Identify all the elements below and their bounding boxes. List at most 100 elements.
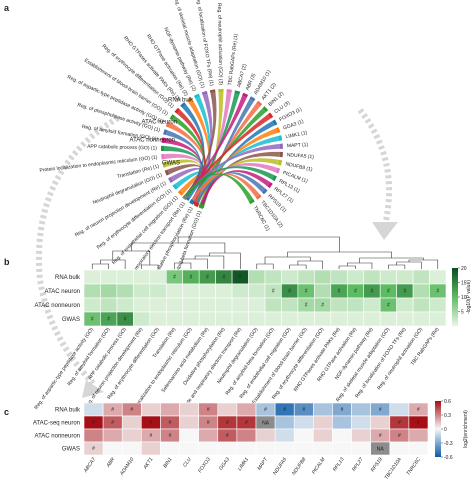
- heatmap-c-cell: [83, 428, 104, 443]
- significance-mark: #: [207, 407, 210, 413]
- heatmap-c-cell: [370, 415, 391, 430]
- chord-ribbon: [182, 104, 205, 197]
- chord-target-label: NDUFB8 (1): [285, 161, 313, 173]
- heatmap-c-col-label: CLU: [182, 456, 193, 468]
- chord-arc-segment: [180, 102, 187, 108]
- significance-mark: #: [92, 420, 95, 426]
- heatmap-c-cell: [274, 441, 295, 456]
- heatmap-c-col-label: ADAM10: [118, 457, 135, 478]
- heatmap-b-cell: [100, 297, 118, 313]
- chord-target-label: LIMK1 (1): [285, 130, 308, 140]
- heatmap-b-cell: [379, 269, 397, 285]
- heatmap-c-cell: [408, 428, 429, 443]
- heatmap-b-cell: [182, 297, 200, 313]
- significance-mark: #: [245, 420, 248, 426]
- heatmap-c-col-label: BIN1: [162, 457, 173, 470]
- panel-letter-b: b: [4, 257, 10, 267]
- chord-ribbon: [200, 92, 224, 206]
- chord-arc-segment: [275, 127, 281, 134]
- heatmap-b-cell: [83, 297, 101, 313]
- heatmap-c-cell: [293, 415, 314, 430]
- heatmap-b-cell: [264, 297, 282, 313]
- significance-mark: #: [264, 407, 267, 413]
- heatmap-c-cell: [236, 441, 257, 456]
- na-label: NA: [262, 421, 270, 427]
- heatmap-b-cell: [149, 269, 167, 285]
- heatmap-b-cell: [281, 311, 299, 327]
- heatmap-c-cell: [408, 441, 429, 456]
- significance-mark: #: [341, 407, 344, 413]
- chord-ribbon: [185, 143, 280, 197]
- heatmap-c-cell: [389, 402, 410, 417]
- significance-mark: #: [354, 289, 357, 295]
- heatmap-b-cell: [412, 283, 430, 299]
- heatmap-c-cell: [332, 441, 352, 456]
- chord-ribbon: [196, 92, 232, 204]
- heatmap-c-cell: [313, 402, 333, 417]
- chord-arc-segment: [186, 97, 193, 103]
- heatmap-b-cell: [116, 283, 134, 299]
- dendrogram-branch: [177, 236, 340, 252]
- heatmap-b-cell: [346, 297, 365, 313]
- chord-arc-segment: [271, 175, 277, 182]
- significance-mark: #: [149, 420, 152, 426]
- significance-mark: #: [149, 433, 152, 439]
- heatmap-b-cell: [281, 297, 299, 313]
- significance-mark: #: [130, 407, 133, 413]
- heatmap-c-cell: [217, 441, 238, 456]
- heatmap-b-cell: [149, 311, 167, 327]
- heatmap-b-cell: [346, 269, 365, 285]
- dendrogram-branch: [408, 259, 439, 269]
- heatmap-c-cell: [179, 428, 199, 443]
- chord-ribbon: [196, 158, 280, 204]
- heatmap-b-cell: [215, 283, 233, 299]
- chord-arc-segment: [278, 159, 283, 166]
- significance-mark: #: [288, 289, 291, 295]
- chord-arc-segment: [267, 112, 274, 119]
- heatmap-c-cell: [236, 428, 257, 443]
- chord-arc-segment: [218, 89, 224, 93]
- colorbar-c-bar: [435, 401, 441, 457]
- heatmap-b-row-label: GWAS: [62, 317, 80, 323]
- colorbar-b-label: -log10(P value): [466, 280, 472, 314]
- heatmap-c-cell: [141, 402, 161, 417]
- heatmap-c-cell: [351, 441, 371, 456]
- heatmap-b-cell: [346, 311, 365, 327]
- heatmap-b-cell: [182, 311, 200, 327]
- heatmap-c-row-label: GWAS: [62, 447, 80, 453]
- heatmap-c-cell: [83, 402, 104, 417]
- significance-mark: #: [398, 420, 401, 426]
- significance-mark: #: [222, 275, 225, 281]
- colorbar-c-tick-label: -0.6: [444, 455, 453, 461]
- colorbar-c-label: log2(enrichment): [463, 410, 469, 448]
- significance-mark: #: [379, 433, 382, 439]
- dendrogram-branch: [289, 264, 307, 269]
- dendrogram-branch: [194, 255, 225, 269]
- heatmap-b-cell: [248, 269, 266, 285]
- heatmap-b-cell: [297, 269, 315, 285]
- chord-ribbon: [200, 170, 271, 206]
- heatmap-b-cell: [182, 283, 200, 299]
- significance-mark: #: [305, 289, 308, 295]
- chord-ribbon: [196, 128, 278, 204]
- chord-source-arc: [189, 199, 195, 205]
- heatmap-b-cell: [314, 269, 332, 285]
- heatmap-c-col-label: RPL13: [332, 457, 346, 473]
- chord-ribbon: [200, 151, 280, 206]
- heatmap-c-col-label: RPL27: [351, 457, 365, 473]
- significance-mark: #: [226, 420, 229, 426]
- heatmap-c-col-label: GGA3: [218, 457, 231, 472]
- significance-mark: #: [302, 407, 305, 413]
- chord-arc-segment: [163, 129, 168, 136]
- dendrogram: [91, 236, 439, 269]
- chord-source-arc: [193, 201, 200, 208]
- significance-mark: #: [226, 433, 229, 439]
- heatmap-b-cell: [165, 311, 184, 327]
- heatmap-c-cell: [313, 441, 333, 456]
- heatmap-b-cell: [198, 283, 216, 299]
- heatmap-c-col-label: ABR: [105, 456, 117, 469]
- heatmap-c-col-label: TNRC6C: [406, 456, 423, 476]
- heatmap-c-col-label: NDUFB8: [291, 457, 308, 477]
- heatmap-c-cell: [255, 428, 276, 443]
- heatmap-b-cell: [314, 283, 332, 299]
